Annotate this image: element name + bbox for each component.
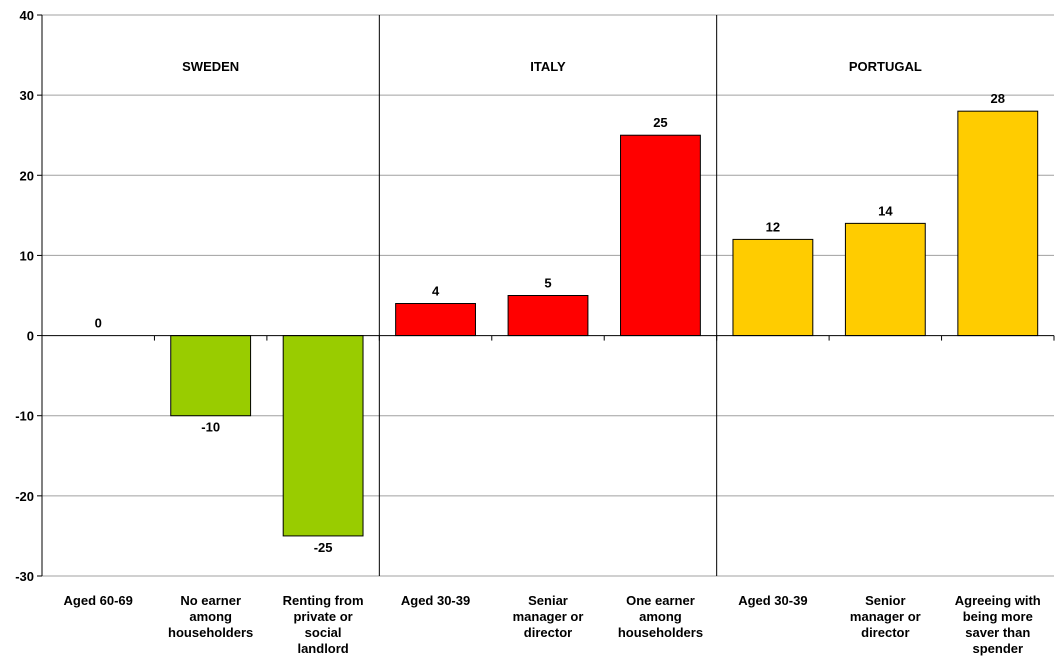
category-label: Seniar <box>528 593 568 608</box>
bar <box>395 303 476 337</box>
category-label: Aged 30-39 <box>738 593 807 608</box>
bar <box>170 335 252 417</box>
category-label: manager or <box>513 609 584 624</box>
category-label: saver than <box>965 625 1030 640</box>
data-label: 5 <box>544 276 551 291</box>
category-label: being more <box>963 609 1033 624</box>
category-label: manager or <box>850 609 921 624</box>
category-label: One earner <box>626 593 695 608</box>
data-label: 28 <box>991 91 1005 106</box>
country-dividers <box>378 15 718 576</box>
y-tick-label: 30 <box>20 88 34 103</box>
group-label: ITALY <box>530 59 566 74</box>
category-label: landlord <box>297 641 348 656</box>
group-labels: SWEDEN ITALY PORTUGAL <box>182 59 922 74</box>
category-label: No earner <box>180 593 241 608</box>
bar <box>957 110 1039 337</box>
y-tick-label: 10 <box>20 248 34 263</box>
data-label: 4 <box>432 284 440 299</box>
category-label: director <box>524 625 572 640</box>
bar <box>507 295 589 337</box>
group-label: SWEDEN <box>182 59 239 74</box>
group-label: PORTUGAL <box>849 59 922 74</box>
category-label: spender <box>972 641 1023 656</box>
y-tick-label: 0 <box>27 329 34 344</box>
data-label: 12 <box>766 219 780 234</box>
category-label: Aged 60-69 <box>64 593 133 608</box>
category-label: Senior <box>865 593 905 608</box>
y-axis-ticks: -30 -20 -10 0 10 20 30 40 <box>15 8 42 584</box>
data-label: 0 <box>95 316 102 331</box>
category-label: private or <box>293 609 352 624</box>
y-tick-label: -20 <box>15 489 34 504</box>
data-label: -25 <box>314 540 333 555</box>
category-label: Aged 30-39 <box>401 593 470 608</box>
category-label: among <box>639 609 682 624</box>
axes <box>41 15 1055 576</box>
y-tick-label: -10 <box>15 409 34 424</box>
category-label: householders <box>618 625 703 640</box>
y-tick-label: 20 <box>20 168 34 183</box>
y-tick-label: -30 <box>15 569 34 584</box>
category-label: householders <box>168 625 253 640</box>
category-label: social <box>305 625 342 640</box>
bar <box>620 134 701 337</box>
bars <box>170 110 1039 537</box>
category-label: Agreeing with <box>955 593 1041 608</box>
category-label: Renting from <box>283 593 364 608</box>
bar <box>844 222 926 337</box>
data-label: -10 <box>201 420 220 435</box>
data-labels: 0 -10 -25 4 5 25 12 14 28 <box>95 91 1005 555</box>
y-tick-label: 40 <box>20 8 34 23</box>
data-label: 25 <box>653 115 667 130</box>
data-label: 14 <box>878 203 893 218</box>
category-label: among <box>189 609 232 624</box>
category-label: director <box>861 625 909 640</box>
bar <box>282 335 364 537</box>
bar <box>732 238 814 337</box>
category-labels: Aged 60-69 No earneramonghouseholdersRent… <box>64 593 1041 656</box>
